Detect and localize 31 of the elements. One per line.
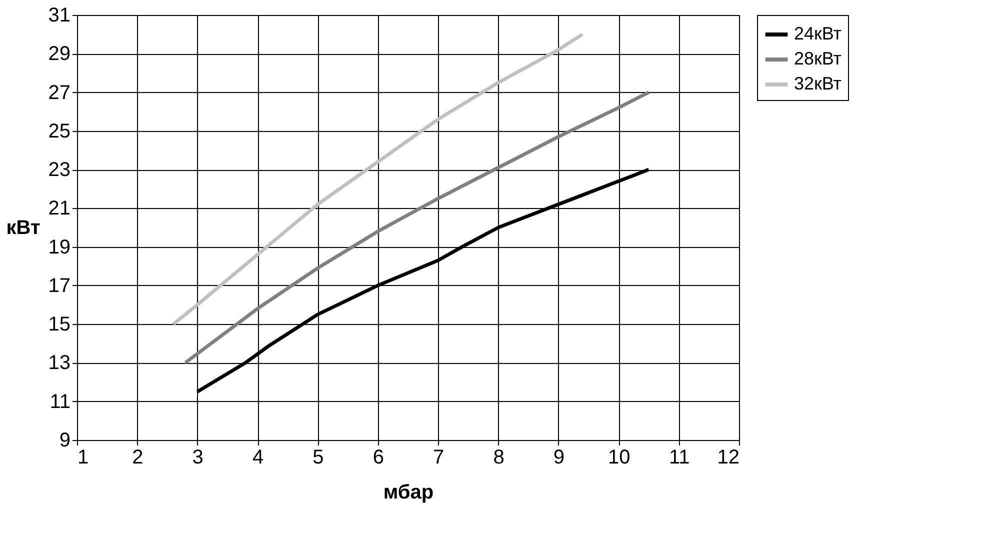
- line-series: [172, 32, 584, 326]
- y-tick-label: 23: [48, 159, 70, 182]
- y-tick-label: 31: [48, 4, 70, 26]
- x-tick-label: 11: [668, 446, 690, 468]
- x-tick-label: 5: [312, 446, 324, 468]
- x-tick-label: 2: [132, 446, 144, 468]
- y-tick-label: 19: [48, 236, 70, 258]
- y-axis-title: кВт: [6, 217, 40, 239]
- x-tick-label: 7: [433, 446, 444, 468]
- y-tick-label: 17: [48, 274, 70, 297]
- y-tick-label: 15: [48, 314, 70, 336]
- x-tick-label: 1: [78, 446, 89, 468]
- x-axis-title: мбар: [383, 482, 434, 504]
- y-tick-label: 9: [59, 430, 70, 452]
- y-tick-label: 11: [50, 390, 70, 413]
- legend-label: 32кВт: [794, 74, 842, 94]
- line-series: [184, 90, 650, 364]
- y-tick-label: 21: [48, 198, 70, 220]
- x-tick-label: 10: [608, 446, 630, 468]
- x-tick-label: 9: [553, 446, 565, 468]
- y-tick-label: 29: [48, 43, 70, 66]
- x-tick-label: 4: [252, 446, 264, 468]
- legend-label: 28кВт: [794, 48, 842, 68]
- y-tick-label: 27: [48, 82, 70, 104]
- y-tick-label: 13: [48, 352, 70, 374]
- x-tick-label: 12: [717, 446, 740, 468]
- x-tick-label: 8: [493, 446, 504, 468]
- x-tick-label: 3: [192, 446, 204, 468]
- legend-label: 24кВт: [794, 24, 842, 44]
- x-tick-label: 6: [372, 446, 384, 468]
- y-tick-label: 25: [48, 120, 70, 142]
